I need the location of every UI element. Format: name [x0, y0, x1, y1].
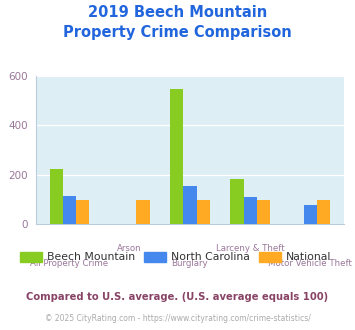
- Legend: Beech Mountain, North Carolina, National: Beech Mountain, North Carolina, National: [16, 247, 336, 267]
- Text: Larceny & Theft: Larceny & Theft: [216, 244, 284, 252]
- Bar: [136, 200, 149, 224]
- Text: Compared to U.S. average. (U.S. average equals 100): Compared to U.S. average. (U.S. average …: [26, 292, 329, 302]
- Text: Arson: Arson: [118, 244, 142, 252]
- Bar: [183, 186, 197, 224]
- Text: Property Crime Comparison: Property Crime Comparison: [63, 25, 292, 40]
- Text: Motor Vehicle Theft: Motor Vehicle Theft: [268, 259, 353, 268]
- Text: Burglary: Burglary: [171, 259, 208, 268]
- Text: 2019 Beech Mountain: 2019 Beech Mountain: [88, 5, 267, 20]
- Text: © 2025 CityRating.com - https://www.cityrating.com/crime-statistics/: © 2025 CityRating.com - https://www.city…: [45, 314, 310, 323]
- Text: All Property Crime: All Property Crime: [31, 259, 109, 268]
- Bar: [317, 200, 330, 224]
- Bar: [230, 180, 244, 224]
- Bar: [76, 200, 89, 224]
- Bar: [63, 196, 76, 224]
- Bar: [50, 170, 63, 224]
- Bar: [257, 200, 270, 224]
- Bar: [170, 89, 183, 224]
- Bar: [244, 197, 257, 224]
- Bar: [197, 200, 210, 224]
- Bar: [304, 205, 317, 224]
